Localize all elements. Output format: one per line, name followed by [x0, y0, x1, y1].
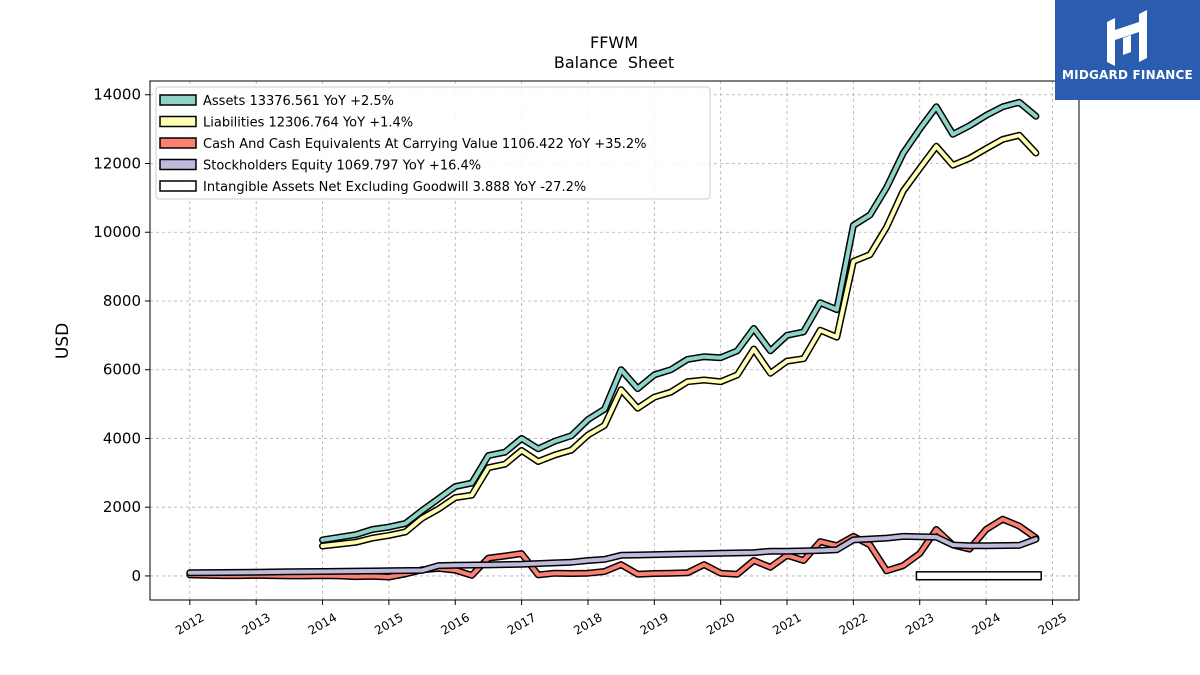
legend-label: Liabilities 12306.764 YoY +1.4%: [203, 116, 413, 131]
legend-box: [155, 86, 711, 200]
x-tick-label: 2018: [571, 610, 604, 637]
brand-monogram-icon: [1107, 10, 1147, 66]
legend-label: Assets 13376.561 YoY +2.5%: [203, 94, 394, 109]
y-axis: 0 2000 4000 6000 8000 10000 12000 14000: [93, 86, 150, 585]
y-tick-label: 8000: [103, 292, 141, 310]
legend-swatch: [159, 180, 197, 192]
legend-swatch: [159, 137, 197, 149]
x-axis: 2012 2013 2014 2015 2016 2017 2018 2019 2020 2021…: [173, 600, 1069, 638]
legend-swatch: [159, 158, 197, 171]
series-4-bar: [915, 571, 1042, 581]
y-tick-label: 2000: [103, 498, 141, 516]
plot-frame: [149, 80, 1080, 601]
x-tick-label: 2020: [704, 610, 737, 637]
x-tick-label: 2025: [1036, 610, 1069, 637]
legend-swatch: [159, 94, 197, 106]
series-0-line: [320, 100, 1038, 542]
brand-name: MIDGARD FINANCE: [1062, 68, 1193, 82]
y-tick-label: 12000: [93, 154, 141, 172]
x-tick-label: 2015: [372, 610, 405, 637]
x-tick-label: 2019: [638, 610, 671, 637]
x-tick-label: 2016: [439, 610, 472, 637]
y-tick-label: 4000: [103, 429, 141, 447]
series-3-line: [187, 534, 1038, 575]
y-tick-label: 14000: [93, 86, 141, 104]
y-axis-label: USD: [53, 323, 73, 359]
x-tick-label: 2013: [239, 610, 272, 637]
legend-label: Intangible Assets Net Excluding Goodwill…: [203, 180, 586, 195]
x-tick-label: 2014: [306, 610, 339, 637]
x-tick-label: 2012: [173, 610, 206, 637]
y-tick-label: 10000: [93, 223, 141, 241]
x-tick-label: 2023: [903, 610, 936, 637]
chart-title: FFWM: [590, 33, 638, 52]
legend-label: Stockholders Equity 1069.797 YoY +16.4%: [203, 159, 481, 174]
y-tick-label: 6000: [103, 361, 141, 379]
x-tick-label: 2017: [505, 610, 538, 637]
legend: Assets 13376.561 YoY +2.5% Liabilities 12…: [155, 86, 711, 200]
brand-logo-badge: MIDGARD FINANCE: [1055, 0, 1200, 100]
chart-subtitle: Balance Sheet: [554, 53, 674, 72]
x-tick-label: 2021: [770, 610, 803, 637]
series-1-line: [320, 133, 1038, 548]
legend-label: Cash And Cash Equivalents At Carrying Va…: [203, 137, 646, 152]
legend-swatch: [159, 115, 197, 128]
y-tick-label: 0: [131, 567, 141, 585]
x-tick-label: 2024: [969, 610, 1002, 637]
series-2-line: [187, 517, 1038, 579]
x-tick-label: 2022: [837, 610, 870, 637]
series-layer: [186, 98, 1042, 581]
